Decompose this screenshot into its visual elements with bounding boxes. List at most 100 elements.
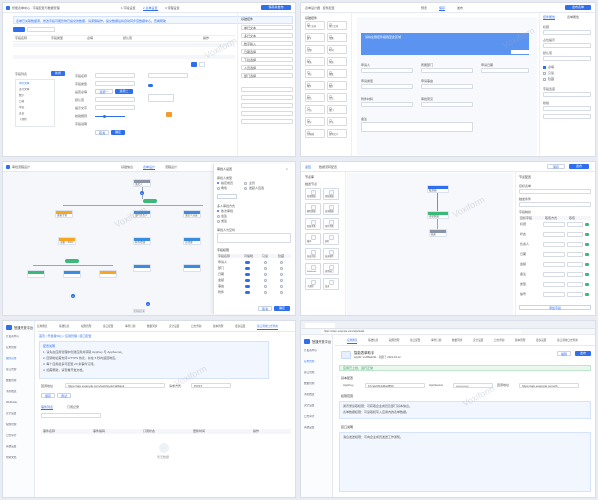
url-field[interactable]: https://open.example.com/app/detail (321, 330, 521, 334)
validation-extra[interactable] (543, 114, 591, 119)
list-item[interactable]: 多行文本 (19, 88, 30, 91)
tab-item[interactable]: 应用概览 (37, 325, 48, 328)
map-mode-select[interactable] (543, 282, 565, 287)
control-item[interactable]: 下拉 (305, 69, 325, 78)
sidebar-item[interactable]: 消息推送 (6, 390, 17, 393)
tab-item[interactable]: 应用概览 (347, 339, 358, 344)
node-item[interactable]: 条件判断 (323, 218, 339, 230)
tab-item[interactable]: 安全设置 (473, 339, 484, 342)
perm-toggle[interactable] (245, 273, 250, 276)
control-item[interactable]: 图片 (327, 81, 347, 90)
node-item[interactable]: 查询数据 (323, 203, 339, 215)
tab-item[interactable]: 数据同步 (147, 325, 158, 328)
default-input[interactable] (543, 56, 591, 61)
perm-hidden[interactable] (280, 261, 283, 264)
condition-node[interactable]: 金额 > 5000 (58, 237, 76, 245)
control-item[interactable]: 多选 (327, 57, 347, 66)
node-item[interactable]: 新增数据 (305, 188, 321, 200)
event-search-input[interactable] (41, 413, 101, 418)
map-value-input[interactable] (567, 272, 583, 277)
back-link[interactable]: 返回 (305, 165, 312, 169)
right-item[interactable]: 部门选择 (241, 73, 293, 78)
add-node-button[interactable]: + (140, 191, 144, 195)
approver-node[interactable]: 总经理 (183, 237, 201, 245)
add-node-button[interactable]: + (146, 302, 150, 306)
control-item[interactable]: 签名 (305, 93, 325, 102)
sidebar-item[interactable]: 消息推送 (304, 393, 315, 396)
save-publish-button[interactable]: 保存并发布 (261, 5, 291, 10)
branch-pill[interactable] (143, 199, 157, 203)
list-item[interactable]: 数字 (19, 94, 25, 97)
tab-item[interactable]: 日志查询 (191, 325, 202, 328)
add-field-button[interactable] (13, 27, 25, 32)
appkey-field[interactable]: b7c2e9f14d6a3850 (365, 383, 425, 388)
perm-hidden[interactable] (280, 291, 283, 294)
hidden-checkbox[interactable] (543, 78, 546, 81)
breadcrumb[interactable]: 首页 / 开发者中心 / 应用管理 / 接口配置 (39, 334, 92, 338)
department-input[interactable] (421, 68, 473, 73)
right-item[interactable] (241, 119, 293, 124)
right-item[interactable]: 人员选择 (241, 65, 293, 70)
sidebar-item[interactable]: Webhook (6, 401, 17, 404)
right-item[interactable] (241, 95, 293, 100)
radio-option[interactable] (244, 187, 247, 190)
map-value-input[interactable] (567, 232, 583, 237)
node-item[interactable]: 删除数据 (305, 203, 321, 215)
control-item[interactable]: 附件 (305, 81, 325, 90)
design-canvas[interactable]: 请将左侧控件拖拽至此区域 申请人 所属部门 申请日期 申请类型 申请事由 附件材… (357, 17, 537, 155)
node-item[interactable]: 发送邮件 (323, 248, 339, 260)
publish-tab[interactable]: 发布 (457, 6, 464, 10)
control-item[interactable]: 多行文本 (327, 21, 347, 30)
map-mode-select[interactable] (543, 292, 565, 297)
tab-form-setting[interactable]: 2 表单设置 (143, 6, 158, 11)
control-item[interactable]: 单行文本 (305, 21, 325, 30)
tab-item[interactable]: 权限管理 (81, 325, 92, 328)
sidebar-item[interactable]: 数据管理 (6, 379, 17, 382)
sidebar-item[interactable]: 安全设置 (6, 412, 17, 415)
add-member-button[interactable] (217, 194, 237, 199)
save-button[interactable]: 保存 (439, 6, 446, 11)
tab-item[interactable]: 接口调用日志查询 (557, 339, 578, 342)
cc-node[interactable]: 发起人自选 (183, 210, 201, 218)
control-item[interactable]: 定位 (327, 93, 347, 102)
perm-readonly[interactable] (264, 261, 267, 264)
sidebar-item[interactable]: 系统设置 (6, 445, 17, 448)
control-item[interactable]: 数字 (305, 33, 325, 42)
appsecret-field[interactable]: •••••••••••• (453, 383, 493, 388)
node-item[interactable]: 子流程 (305, 278, 321, 290)
tab-item[interactable]: 版本管理 (515, 339, 526, 342)
sidebar-item[interactable]: 日志审计 (304, 415, 315, 418)
pagination-current[interactable] (191, 62, 197, 67)
browser-tab[interactable] (305, 323, 335, 328)
option-two-radio[interactable]: 选项二 (115, 89, 133, 94)
field-name-input[interactable] (95, 73, 135, 78)
perm-readonly[interactable] (264, 267, 267, 270)
add-node-button[interactable]: + (71, 294, 75, 298)
trigger-node[interactable]: 触发器 (427, 185, 449, 193)
right-item[interactable]: 日期选择 (241, 49, 293, 54)
field-type-select[interactable] (95, 81, 135, 86)
sidebar-item[interactable]: 应用管理 (6, 346, 17, 349)
tab-item[interactable]: 安全设置 (169, 325, 180, 328)
control-item[interactable]: 部门 (327, 105, 347, 114)
tab-item[interactable]: 权限管理 (389, 339, 400, 342)
sidebar-item[interactable]: 我的应用 (6, 357, 17, 360)
tab-control-props[interactable]: 控件属性 (543, 15, 556, 20)
link-input[interactable] (148, 73, 188, 78)
save-button[interactable]: 保存 (547, 164, 565, 169)
perm-readonly[interactable] (264, 279, 267, 282)
flow-canvas[interactable]: 发起人 + 直属主管 部门负责人 发起人自选 金额 > 5000 财务经理 总经… (3, 172, 213, 315)
radio-selected[interactable] (217, 182, 219, 184)
tab-item[interactable]: 事件订阅 (125, 325, 136, 328)
callback-field[interactable]: https://api.example.com/cb (519, 383, 579, 388)
control-item[interactable]: 开关 (327, 117, 347, 126)
right-item[interactable]: 数字输入 (241, 41, 293, 46)
pagination-next[interactable] (199, 62, 205, 67)
option-one-radio[interactable]: 选项一 (95, 89, 113, 94)
attachment-input[interactable] (361, 102, 413, 107)
tab-subscription[interactable]: 订阅记录 (67, 405, 80, 409)
list-item[interactable]: 下拉框 (19, 118, 27, 121)
radio-option[interactable] (217, 215, 220, 218)
upload-box[interactable] (148, 94, 174, 102)
sidebar-item[interactable]: 系统设置 (304, 426, 315, 429)
